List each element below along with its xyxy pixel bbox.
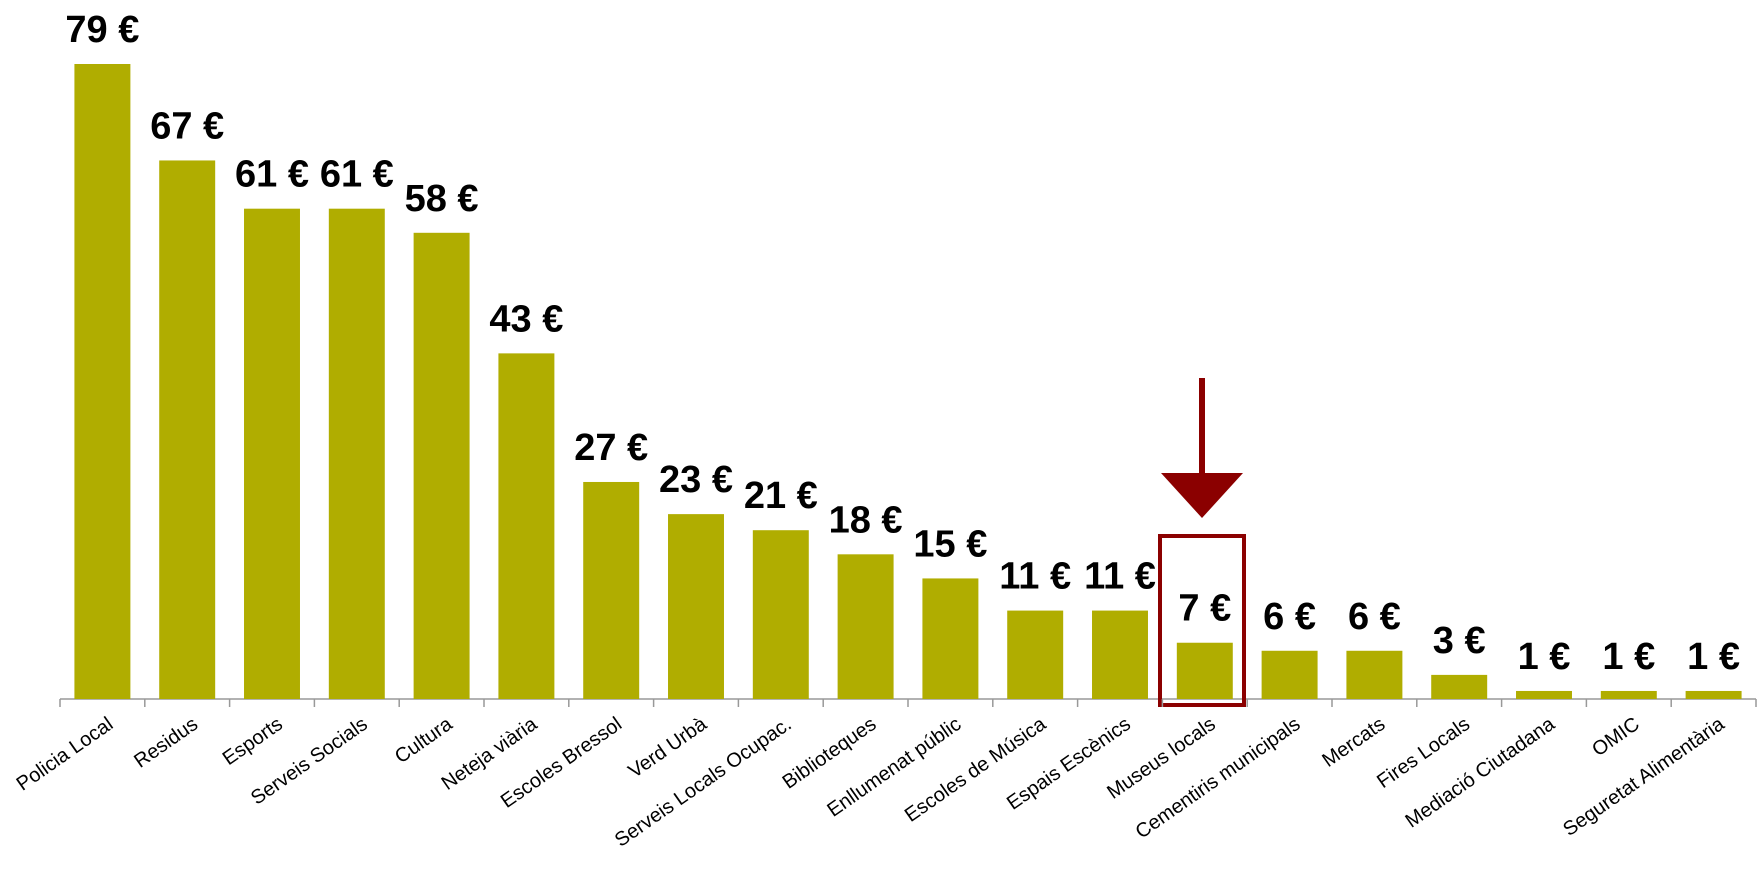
value-label: 23 € [659,459,733,501]
x-tick-label: Escoles de Música [901,713,1051,827]
value-label: 1 € [1687,636,1740,678]
bar [328,208,385,700]
value-label: 7 € [1178,588,1231,630]
bar [752,530,809,699]
x-tick-label: Policia Local [13,713,118,795]
x-tick-label: Cultura [391,713,457,769]
value-label: 21 € [744,475,818,517]
bar [1092,610,1148,699]
bar [668,514,724,699]
bar [413,232,470,699]
value-label: 1 € [1518,636,1571,678]
bar [922,578,979,699]
highlight-box [1158,534,1246,707]
value-label: 79 € [65,9,139,51]
value-label: 67 € [150,105,224,147]
value-label: 3 € [1433,620,1486,662]
x-tick-label: Esports [219,713,287,770]
x-tick-label: Seguretat Alimentària [1559,713,1729,841]
value-label: 61 € [235,154,309,196]
bar [1431,674,1488,699]
bar [1600,690,1657,699]
value-label: 18 € [829,499,903,541]
value-label: 27 € [574,427,648,469]
bar [159,160,216,700]
bar [583,481,640,699]
value-label: 11 € [1084,556,1156,598]
bar [1685,690,1742,699]
value-label: 61 € [320,154,394,196]
bar [1516,690,1572,699]
x-tick-label: OMIC [1588,713,1643,761]
bar [1007,610,1064,699]
bar [837,554,894,699]
value-label: 15 € [913,523,987,565]
x-tick-label: Cementiris municipals [1132,713,1305,843]
value-label: 1 € [1602,636,1655,678]
bar [244,208,300,700]
value-label: 6 € [1348,596,1401,638]
value-label: 6 € [1263,596,1316,638]
value-label: 11 € [999,556,1071,598]
bar [1346,650,1403,699]
bar [74,64,131,699]
bar [1261,650,1318,699]
x-tick-label: Mediació Ciutadana [1401,713,1559,833]
bar [498,353,555,699]
bar [1176,642,1233,699]
x-tick-label: Mercats [1318,713,1389,772]
x-tick-label: Residus [130,713,202,772]
value-label: 58 € [405,178,479,220]
value-label: 43 € [489,298,563,340]
arrow-head [1161,473,1243,518]
